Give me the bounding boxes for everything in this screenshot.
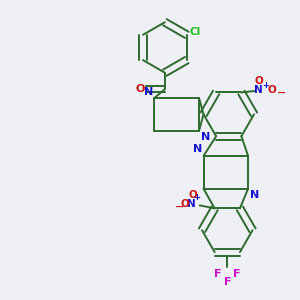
Text: N: N <box>188 199 196 209</box>
Text: N: N <box>144 86 153 97</box>
Text: O: O <box>268 85 276 95</box>
Text: +: + <box>262 81 269 90</box>
Text: F: F <box>233 269 241 279</box>
Text: N: N <box>254 85 263 95</box>
Text: −: − <box>175 202 184 212</box>
Text: +: + <box>194 193 200 202</box>
Text: O: O <box>189 190 197 200</box>
Text: F: F <box>214 269 221 279</box>
Text: N: N <box>193 145 202 154</box>
Text: N: N <box>200 132 210 142</box>
Text: F: F <box>224 277 231 287</box>
Text: O: O <box>181 199 189 209</box>
Text: −: − <box>277 88 286 98</box>
Text: O: O <box>136 84 145 94</box>
Text: Cl: Cl <box>189 27 201 37</box>
Text: O: O <box>254 76 263 86</box>
Text: N: N <box>250 190 259 200</box>
